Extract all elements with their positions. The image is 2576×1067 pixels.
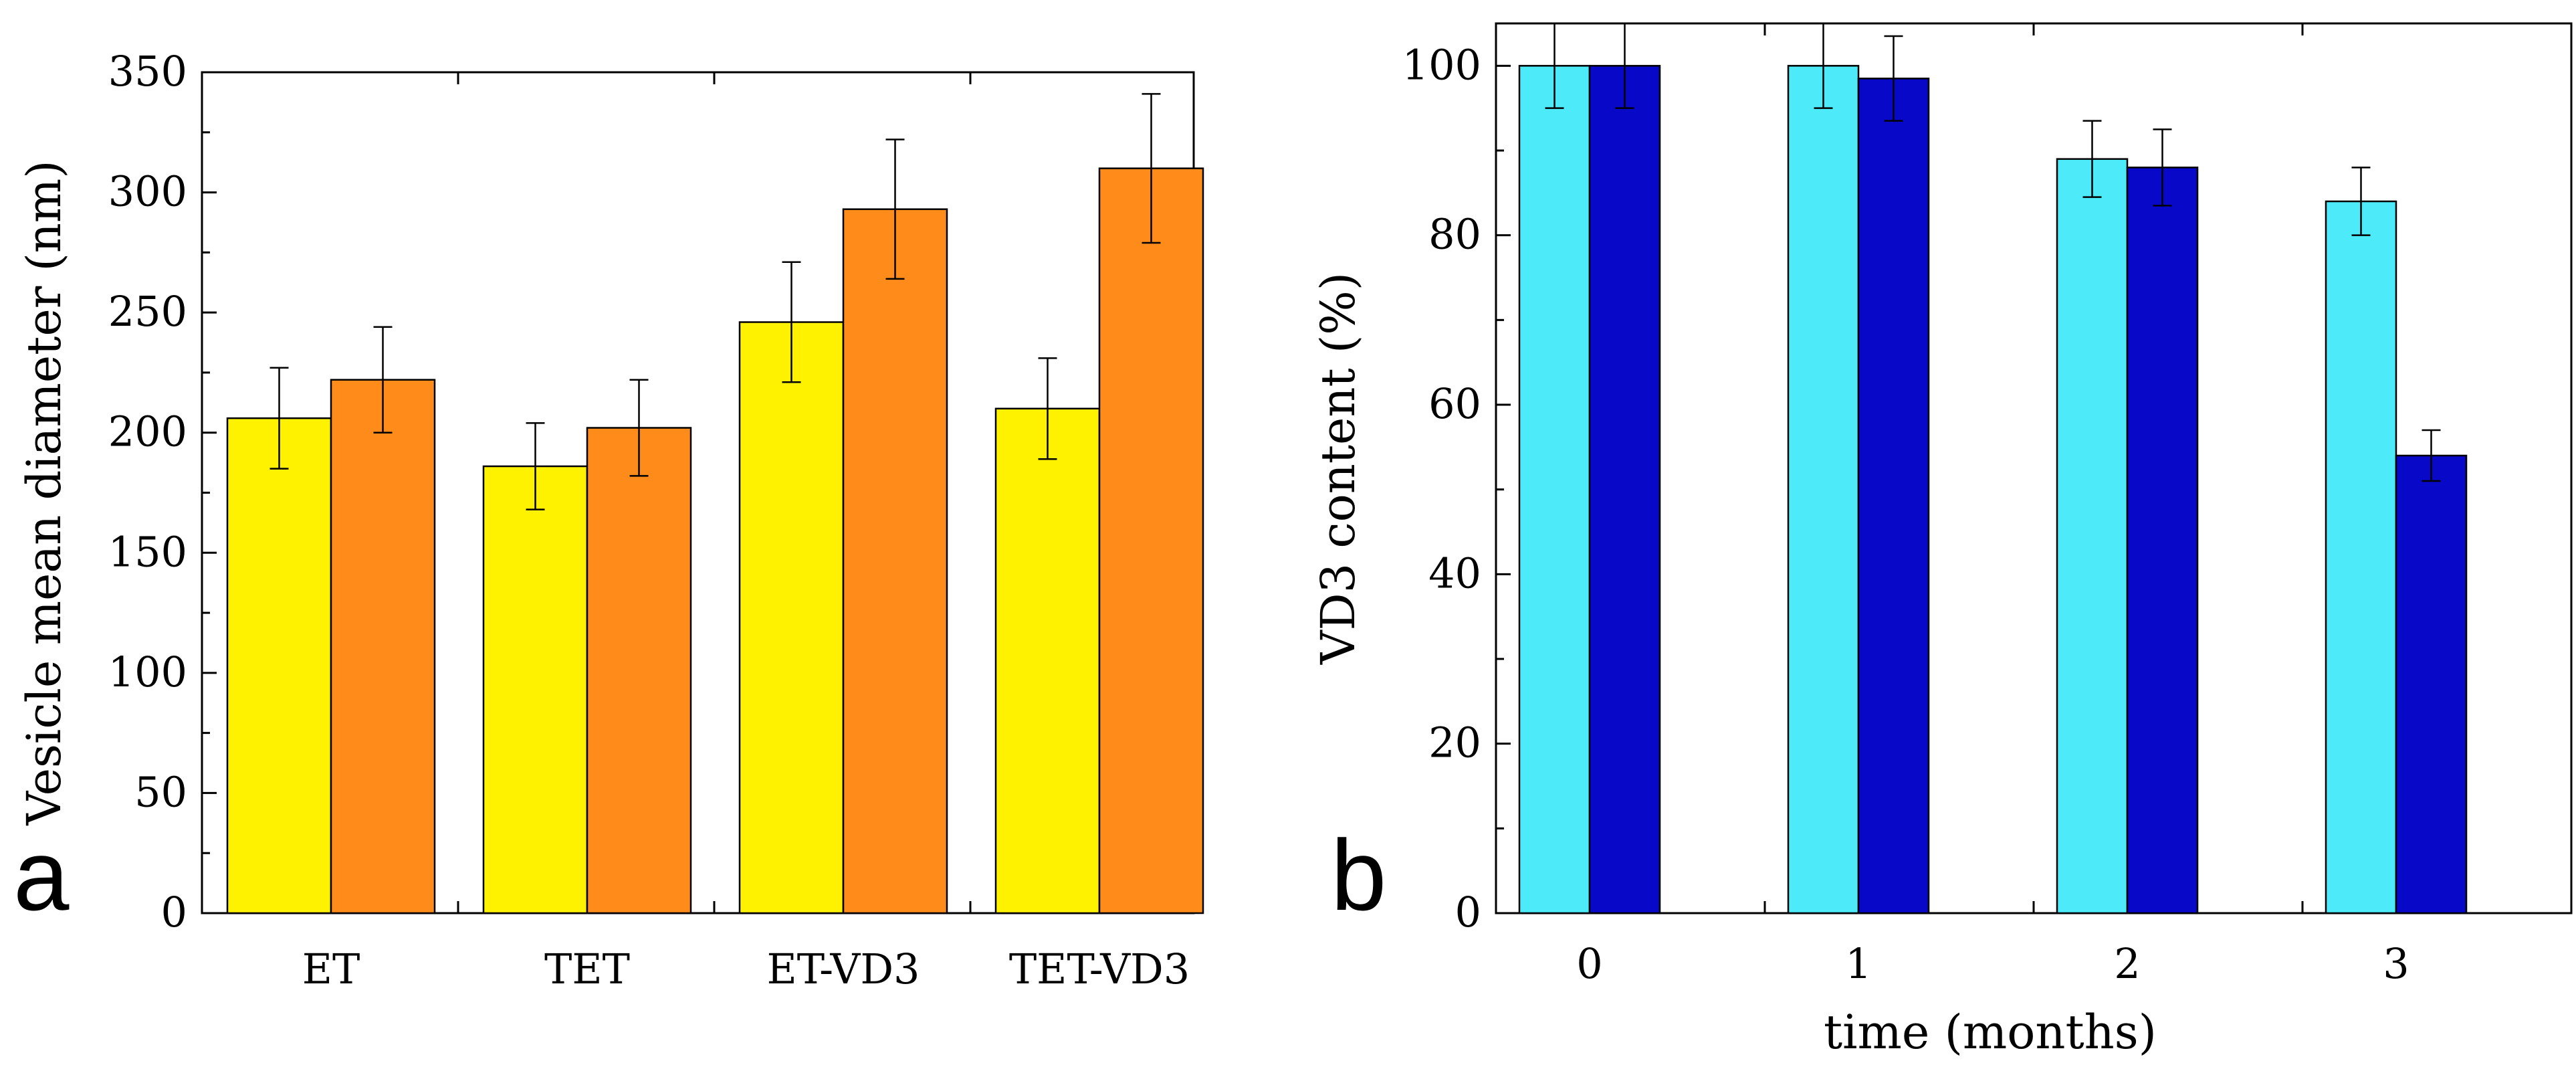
y-tick-label: 150 (108, 527, 187, 576)
bar (586, 427, 692, 914)
bar (1787, 65, 1860, 914)
x-tick-label: 3 (2383, 939, 2409, 988)
x-tick-label: TET-VD3 (1009, 945, 1190, 993)
panel-a: 0 50 100 150 200 250 300 350 ET TET ET-VD3 TET-VD3 V… (13, 47, 1204, 993)
bar (1857, 78, 1930, 914)
y-tick-label: 200 (108, 407, 187, 456)
y-tick-label: 0 (1455, 888, 1481, 937)
panel-label: a (13, 819, 70, 931)
bar (330, 379, 436, 914)
y-tick-label: 300 (108, 167, 187, 216)
x-tick-label: 0 (1576, 939, 1602, 988)
y-tick-label: 250 (108, 287, 187, 336)
bar (1588, 65, 1661, 914)
x-tick-label: 2 (2114, 939, 2140, 988)
x-tick-label: TET (544, 945, 630, 993)
y-tick-label: 20 (1428, 718, 1481, 767)
bar (842, 208, 948, 914)
x-axis-title: time (months) (1824, 1005, 2157, 1060)
bar (738, 321, 845, 914)
bar (1518, 65, 1591, 914)
y-tick-label: 100 (108, 648, 187, 696)
bar (994, 407, 1101, 914)
y-tick-label: 350 (108, 47, 187, 96)
y-tick-label: 80 (1428, 210, 1481, 259)
bar (2126, 167, 2199, 914)
bar (2325, 200, 2397, 914)
panel-b: 0 20 40 60 80 100 0 1 2 3 VD3 content (%) time (mon… (1311, 22, 2573, 1060)
bar (482, 465, 588, 914)
x-tick-label: ET-VD3 (767, 945, 920, 993)
panel-label: b (1331, 819, 1386, 931)
bar (1098, 167, 1204, 914)
x-tick-label: ET (302, 945, 360, 993)
y-tick-label: 40 (1428, 549, 1481, 597)
y-tick-label: 0 (161, 888, 187, 937)
y-tick-label: 50 (134, 767, 187, 816)
bar (2395, 454, 2468, 914)
y-axis-title: VD3 content (%) (1311, 272, 1366, 665)
y-axis-title: Vesicle mean diameter (nm) (17, 160, 72, 826)
x-tick-label: 1 (1845, 939, 1871, 988)
y-tick-label: 100 (1402, 40, 1481, 89)
bar (2056, 158, 2129, 914)
bar (226, 417, 332, 914)
y-tick-label: 60 (1428, 379, 1481, 428)
